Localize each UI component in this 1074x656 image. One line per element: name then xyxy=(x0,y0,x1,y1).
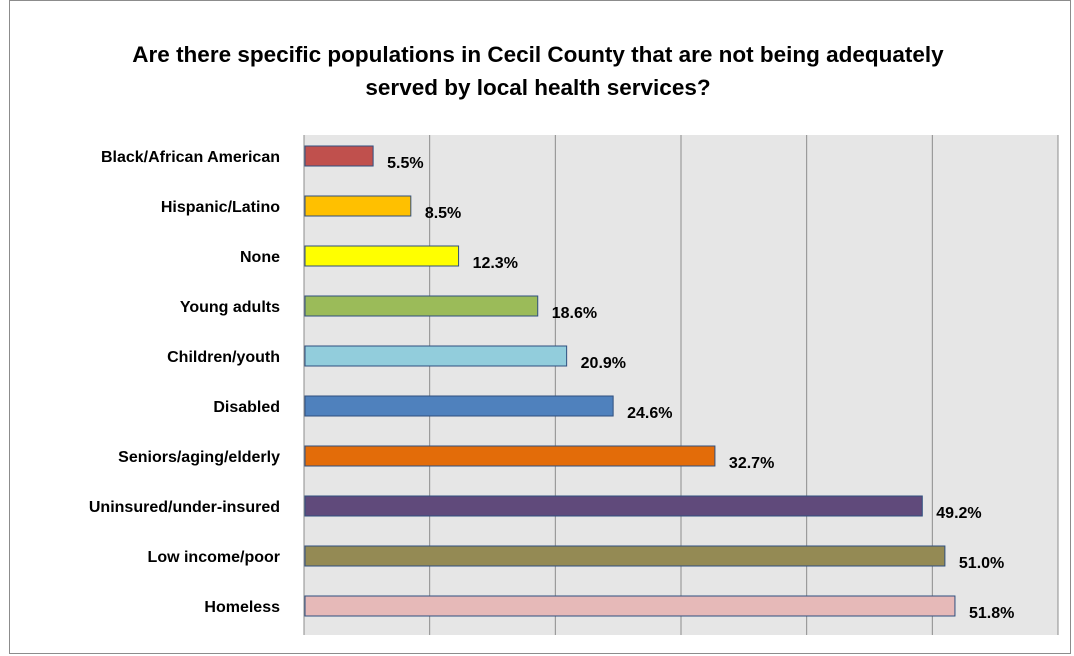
category-label: Young adults xyxy=(180,299,280,316)
data-label: 5.5% xyxy=(387,155,423,172)
category-label: Hispanic/Latino xyxy=(161,199,280,216)
bar xyxy=(304,345,568,367)
bar xyxy=(304,495,923,517)
bar xyxy=(304,195,412,217)
category-label: Disabled xyxy=(213,399,280,416)
data-label: 8.5% xyxy=(425,205,461,222)
bar xyxy=(304,245,460,267)
data-label: 12.3% xyxy=(473,255,518,272)
category-label: Uninsured/under-insured xyxy=(89,499,280,516)
data-label: 32.7% xyxy=(729,455,774,472)
category-label: Black/African American xyxy=(101,149,280,166)
category-label: Seniors/aging/elderly xyxy=(118,449,280,466)
data-label: 20.9% xyxy=(581,355,626,372)
data-label: 51.8% xyxy=(969,605,1014,622)
chart-title: Are there specific populations in Cecil … xyxy=(132,42,944,100)
category-labels: Black/African American Hispanic/Latino Non… xyxy=(89,149,280,616)
bars xyxy=(304,145,956,617)
bar xyxy=(304,395,614,417)
bar xyxy=(304,295,539,317)
data-label: 18.6% xyxy=(552,305,597,322)
data-label: 24.6% xyxy=(627,405,672,422)
category-label: Homeless xyxy=(204,599,280,616)
bar xyxy=(304,545,946,567)
bar xyxy=(304,145,374,167)
value-labels: 5.5% 8.5% 12.3% 18.6% 20.9% 24.6% 32.7% 49.2% 51… xyxy=(387,155,1014,622)
category-label: Children/youth xyxy=(167,349,280,366)
category-label: None xyxy=(240,249,280,266)
data-label: 51.0% xyxy=(959,555,1004,572)
data-label: 49.2% xyxy=(936,505,981,522)
category-label: Low income/poor xyxy=(148,549,280,566)
bar xyxy=(304,595,956,617)
bar xyxy=(304,445,716,467)
